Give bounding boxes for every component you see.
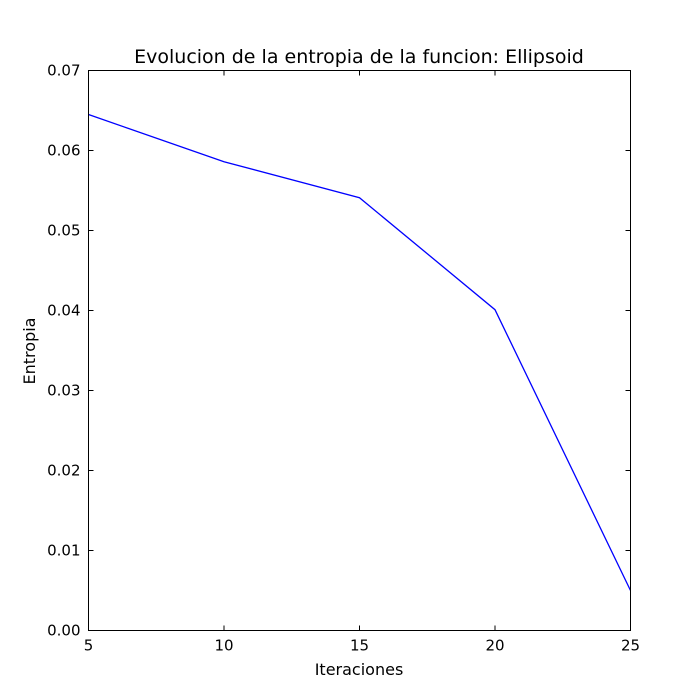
series-line xyxy=(88,113,632,591)
y-tick-label: 0.04 xyxy=(47,302,80,320)
chart-title: Evolucion de la entropia de la funcion: … xyxy=(134,46,584,68)
y-tick-label: 0.05 xyxy=(47,222,80,240)
y-axis-label: Entropia xyxy=(20,318,39,385)
x-axis-label: Iteraciones xyxy=(315,660,404,679)
y-tick-label: 0.07 xyxy=(47,62,80,80)
y-tick-label: 0.00 xyxy=(47,622,80,640)
y-tick-label: 0.06 xyxy=(47,142,80,160)
y-axis-ticks: 0.00 0.01 0.02 0.03 0.04 0.05 0.06 0.07 xyxy=(47,62,631,640)
x-tick-label: 5 xyxy=(84,637,94,655)
x-tick-label: 15 xyxy=(350,637,369,655)
y-tick-label: 0.02 xyxy=(47,462,80,480)
x-tick-label: 10 xyxy=(214,637,233,655)
y-tick-label: 0.03 xyxy=(47,382,80,400)
plot-frame xyxy=(88,70,631,631)
y-tick-label: 0.01 xyxy=(47,542,80,560)
series-layer xyxy=(88,113,632,591)
x-tick-label: 20 xyxy=(485,637,504,655)
x-axis-ticks: 5 10 15 20 25 xyxy=(84,70,640,655)
x-tick-label: 25 xyxy=(621,637,640,655)
